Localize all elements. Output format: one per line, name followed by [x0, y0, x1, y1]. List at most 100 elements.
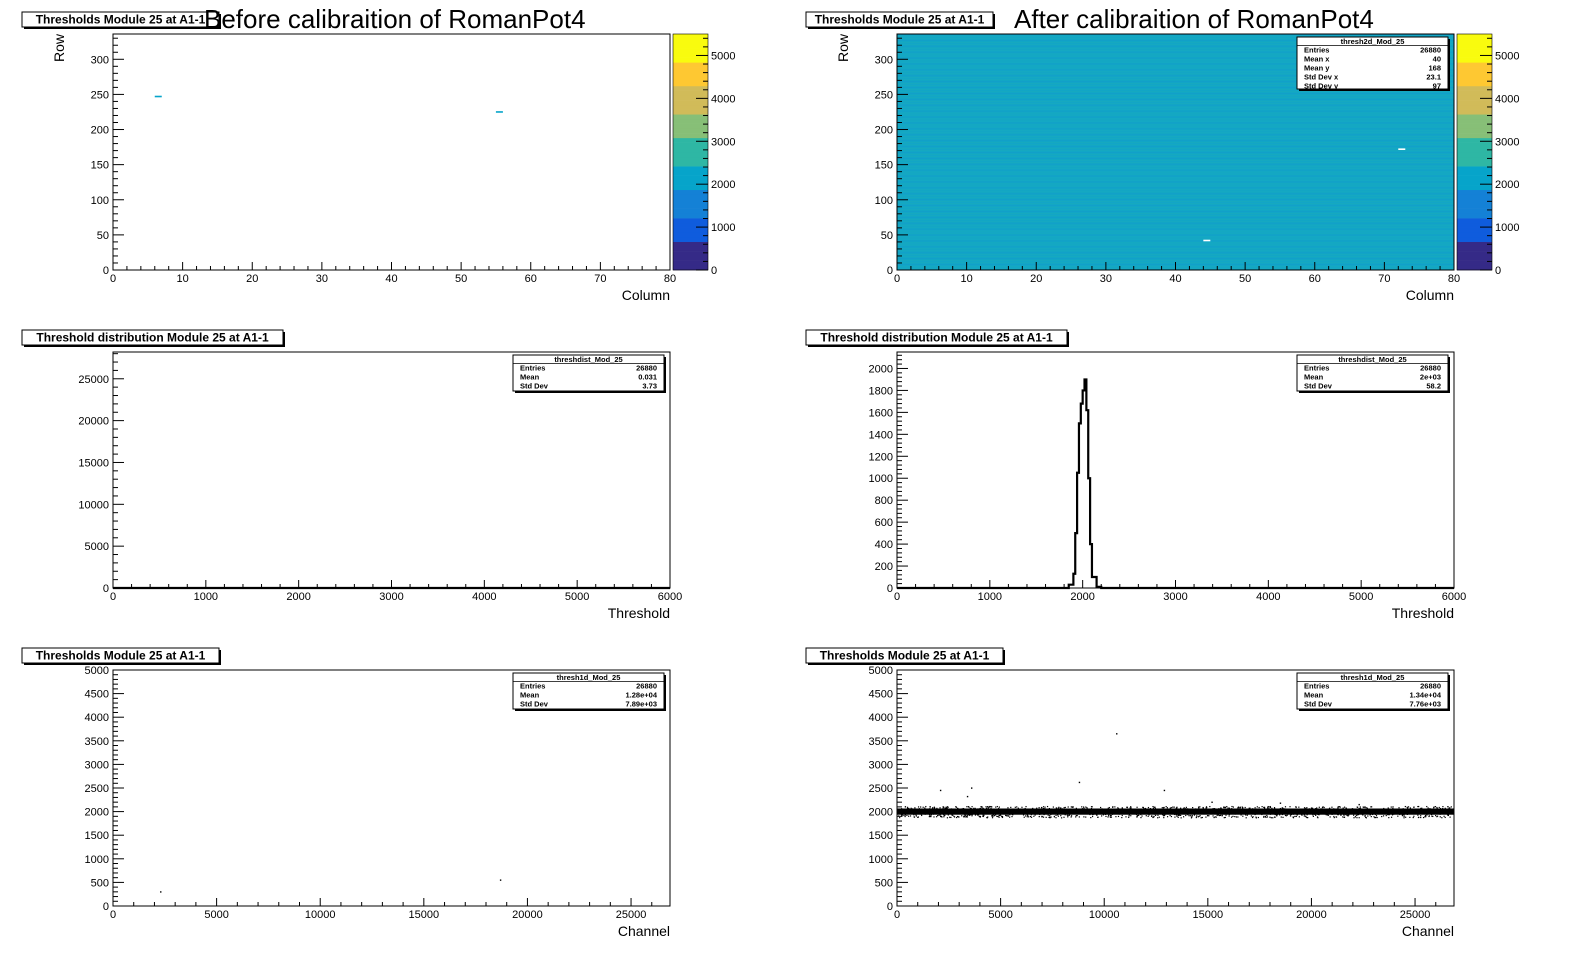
scatter-band-point	[1289, 806, 1291, 808]
scatter-band-point	[1036, 807, 1038, 809]
scatter-band-point	[1153, 815, 1155, 817]
scatter-band-point	[1430, 811, 1432, 813]
scatter-band-point	[1290, 813, 1293, 816]
colorbar-step	[673, 147, 708, 153]
scatter-band-point	[1089, 812, 1091, 814]
scatter-band-point	[1245, 817, 1247, 819]
scatter-band-point	[939, 814, 941, 816]
scatter-band-point	[1195, 812, 1197, 814]
heatmap-row-texture	[897, 144, 1454, 146]
heatmap-row-texture	[897, 108, 1454, 110]
scatter-band-point	[1232, 810, 1235, 812]
x-axis-label: Channel	[618, 923, 670, 939]
scatter-band-point	[1290, 810, 1292, 812]
scatter-band-point	[1290, 815, 1292, 817]
scatter-band-point	[1117, 811, 1119, 813]
heatmap-row-texture	[897, 128, 1454, 130]
scatter-band-point	[1377, 812, 1379, 814]
scatter-band-point	[1445, 813, 1448, 815]
scatter-band-point	[929, 814, 931, 816]
scatter-band-point	[1105, 811, 1107, 813]
scatter-band-point	[1032, 811, 1034, 814]
scatter-band-point	[1273, 810, 1275, 812]
scatter-band-point	[973, 807, 975, 809]
scatter-band-point	[1168, 813, 1171, 815]
scatter-band-point	[936, 807, 938, 809]
scatter-band-point	[1116, 810, 1118, 812]
colorbar-step	[1457, 246, 1492, 252]
scatter-band-point	[1334, 809, 1337, 812]
scatter-band-point	[933, 812, 935, 815]
scatter-band-point	[1402, 813, 1404, 816]
scatter-band-point	[904, 808, 906, 810]
x-tick-label: 50	[1239, 273, 1251, 285]
stats-key: Entries	[1304, 46, 1329, 55]
scatter-band-point	[1336, 811, 1338, 813]
colorbar-tick-label: 0	[1495, 265, 1501, 277]
scatter-band-point	[908, 810, 910, 812]
scatter-band-point	[1268, 808, 1271, 810]
scatter-band-point	[1187, 814, 1189, 816]
scatter-band-point	[995, 812, 997, 815]
scatter-band-point	[1359, 812, 1361, 814]
scatter-band-point	[1286, 808, 1289, 811]
scatter-band-point	[1094, 811, 1097, 814]
scatter-band-point	[1444, 807, 1446, 809]
scatter-band-point	[1399, 813, 1401, 816]
scatter-band-point	[1232, 806, 1234, 808]
scatter-band-point	[1320, 809, 1322, 811]
scatter-band-point	[903, 814, 905, 817]
scatter-band-point	[933, 806, 935, 808]
scatter-band-point	[1049, 816, 1051, 818]
scatter-band-point	[993, 814, 995, 816]
scatter-band-point	[1050, 812, 1053, 814]
colorbar-step	[1457, 170, 1492, 176]
scatter-band-point	[1117, 815, 1120, 818]
scatter-band-point	[1359, 806, 1361, 808]
scatter-band-point	[1290, 813, 1292, 815]
scatter-band-point	[1223, 806, 1225, 809]
scatter-band-point	[1126, 806, 1128, 808]
scatter-band-point	[1138, 814, 1140, 816]
scatter-band-point	[1005, 814, 1007, 816]
heatmap-row-texture	[897, 142, 1454, 144]
heatmap-row-texture	[897, 100, 1454, 102]
scatter-band-point	[1347, 814, 1349, 816]
scatter-band-point	[1277, 813, 1279, 815]
scatter-band-point	[1276, 813, 1278, 816]
scatter-band-point	[1249, 808, 1251, 810]
scatter-band-point	[1079, 808, 1081, 810]
colorbar-step	[1457, 52, 1492, 58]
scatter-band-point	[1284, 808, 1286, 810]
scatter-band-point	[1355, 812, 1357, 814]
scatter-band-point	[971, 806, 973, 808]
panel-title: Thresholds Module 25 at A1-1	[36, 13, 206, 27]
scatter-band-point	[1173, 811, 1175, 814]
scatter-band-point	[1231, 816, 1233, 818]
scatter-band-point	[1417, 814, 1419, 816]
scatter-band-point	[996, 815, 998, 817]
heatmap-row-texture	[897, 110, 1454, 112]
heatmap-row-texture	[897, 252, 1454, 254]
scatter-band-point	[1409, 812, 1411, 815]
scatter-band-point	[1183, 810, 1185, 813]
colorbar-step	[1457, 175, 1492, 181]
scatter-band-point	[947, 814, 949, 816]
scatter-band-point	[982, 811, 984, 813]
scatter-band-point	[1000, 809, 1002, 811]
scatter-band-point	[1269, 816, 1271, 818]
scatter-band-point	[1058, 812, 1060, 815]
scatter-band-point	[906, 809, 908, 811]
scatter-band-point	[1356, 806, 1358, 808]
scatter-band-point	[1303, 809, 1305, 811]
scatter-band-point	[1367, 809, 1369, 811]
scatter-band-point	[1150, 810, 1152, 813]
scatter-band-point	[1180, 813, 1182, 815]
scatter-band-point	[1140, 816, 1142, 819]
heatmap-row-texture	[897, 130, 1454, 132]
scatter-band-point	[1223, 817, 1225, 819]
scatter-band-point	[913, 812, 915, 814]
scatter-band-point	[1128, 816, 1130, 819]
scatter-band-point	[1371, 813, 1374, 816]
scatter-band-point	[1240, 810, 1242, 812]
